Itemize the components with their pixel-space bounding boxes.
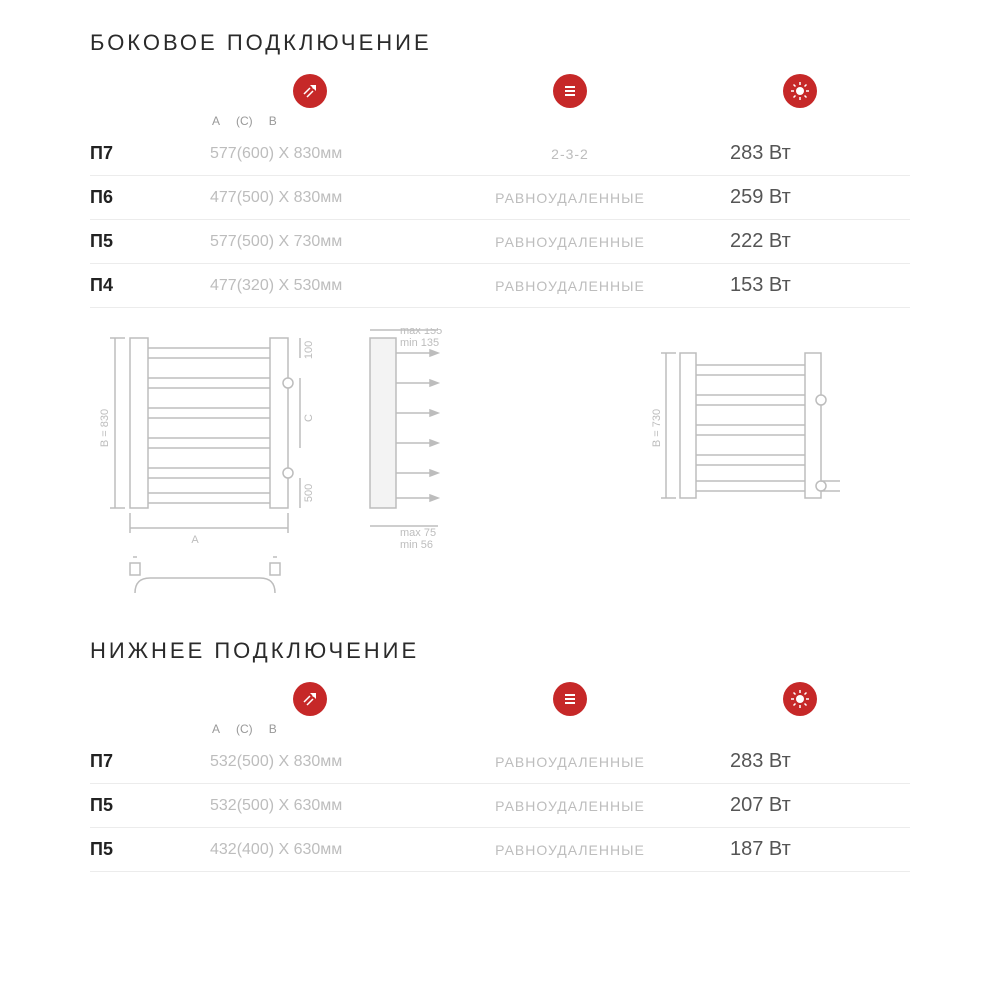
dimensions-value: 477(500) X 830мм [210, 189, 410, 207]
table-row: П5 432(400) X 630мм РАВНОУДАЛЕННЫЕ 187 Вт [90, 828, 910, 872]
svg-text:A: A [191, 534, 199, 546]
table-row: П7 577(600) X 830мм 2-3-2 283 Вт [90, 132, 910, 176]
power-icon [783, 74, 817, 108]
model-label: П5 [90, 795, 160, 816]
hdr-a: A [212, 722, 220, 736]
technical-diagram-area: A B = 830 100 C 500 max 155 min 135 max … [90, 328, 910, 608]
svg-text:B = 730: B = 730 [651, 409, 663, 447]
hdr-a: A [212, 114, 220, 128]
power-value: 207 Вт [730, 794, 870, 817]
dimensions-value: 477(320) X 530мм [210, 277, 410, 295]
grouping-value: РАВНОУДАЛЕННЫЕ [460, 190, 680, 206]
power-value: 283 Вт [730, 750, 870, 773]
model-label: П7 [90, 751, 160, 772]
hdr-c: (C) [236, 114, 253, 128]
hdr-c: (C) [236, 722, 253, 736]
column-headers-1: A (C) B [90, 114, 910, 128]
model-label: П4 [90, 275, 160, 296]
grouping-value: РАВНОУДАЛЕННЫЕ [460, 754, 680, 770]
section-side-connection: БОКОВОЕ ПОДКЛЮЧЕНИЕ C A (C) B П7 577(600)… [90, 30, 910, 308]
grouping-value: РАВНОУДАЛЕННЫЕ [460, 798, 680, 814]
svg-text:C: C [312, 85, 316, 91]
grouping-value: РАВНОУДАЛЕННЫЕ [460, 278, 680, 294]
dimensions-value: 432(400) X 630мм [210, 841, 410, 859]
model-label: П6 [90, 187, 160, 208]
svg-text:C: C [303, 414, 315, 422]
svg-text:C: C [312, 693, 316, 699]
grouping-value: РАВНОУДАЛЕННЫЕ [460, 842, 680, 858]
grouping-value: 2-3-2 [460, 146, 680, 162]
table-row: П5 532(500) X 630мм РАВНОУДАЛЕННЫЕ 207 Вт [90, 784, 910, 828]
model-label: П7 [90, 143, 160, 164]
dimensions-value: 577(600) X 830мм [210, 145, 410, 163]
power-value: 187 Вт [730, 838, 870, 861]
power-icon [783, 682, 817, 716]
dimensions-value: 532(500) X 830мм [210, 753, 410, 771]
power-value: 222 Вт [730, 230, 870, 253]
svg-text:max 75: max 75 [400, 527, 436, 539]
icon-header-row-2: C [90, 682, 910, 716]
section-bottom-connection: НИЖНЕЕ ПОДКЛЮЧЕНИЕ C A (C) B П7 532(500) … [90, 638, 910, 872]
dimensions-value: 577(500) X 730мм [210, 233, 410, 251]
power-value: 259 Вт [730, 186, 870, 209]
table-row: П7 532(500) X 830мм РАВНОУДАЛЕННЫЕ 283 Вт [90, 740, 910, 784]
table-row: П5 577(500) X 730мм РАВНОУДАЛЕННЫЕ 222 Вт [90, 220, 910, 264]
grouping-icon [553, 74, 587, 108]
grouping-icon [553, 682, 587, 716]
table-row: П4 477(320) X 530мм РАВНОУДАЛЕННЫЕ 153 Вт [90, 264, 910, 308]
svg-text:B = 830: B = 830 [99, 409, 111, 447]
icon-header-row-1: C [90, 74, 910, 108]
power-value: 283 Вт [730, 142, 870, 165]
svg-text:min 56: min 56 [400, 539, 433, 551]
grouping-value: РАВНОУДАЛЕННЫЕ [460, 234, 680, 250]
section2-title: НИЖНЕЕ ПОДКЛЮЧЕНИЕ [90, 638, 910, 664]
dimensions-value: 532(500) X 630мм [210, 797, 410, 815]
section1-title: БОКОВОЕ ПОДКЛЮЧЕНИЕ [90, 30, 910, 56]
column-headers-2: A (C) B [90, 722, 910, 736]
model-label: П5 [90, 839, 160, 860]
power-value: 153 Вт [730, 274, 870, 297]
model-label: П5 [90, 231, 160, 252]
dimensions-icon: C [293, 74, 327, 108]
hdr-b: B [269, 114, 277, 128]
dimensions-icon: C [293, 682, 327, 716]
svg-text:min 135: min 135 [400, 337, 439, 349]
table-row: П6 477(500) X 830мм РАВНОУДАЛЕННЫЕ 259 Вт [90, 176, 910, 220]
svg-text:500: 500 [303, 484, 315, 502]
svg-text:max 155: max 155 [400, 328, 442, 337]
svg-text:100: 100 [303, 341, 315, 359]
hdr-b: B [269, 722, 277, 736]
